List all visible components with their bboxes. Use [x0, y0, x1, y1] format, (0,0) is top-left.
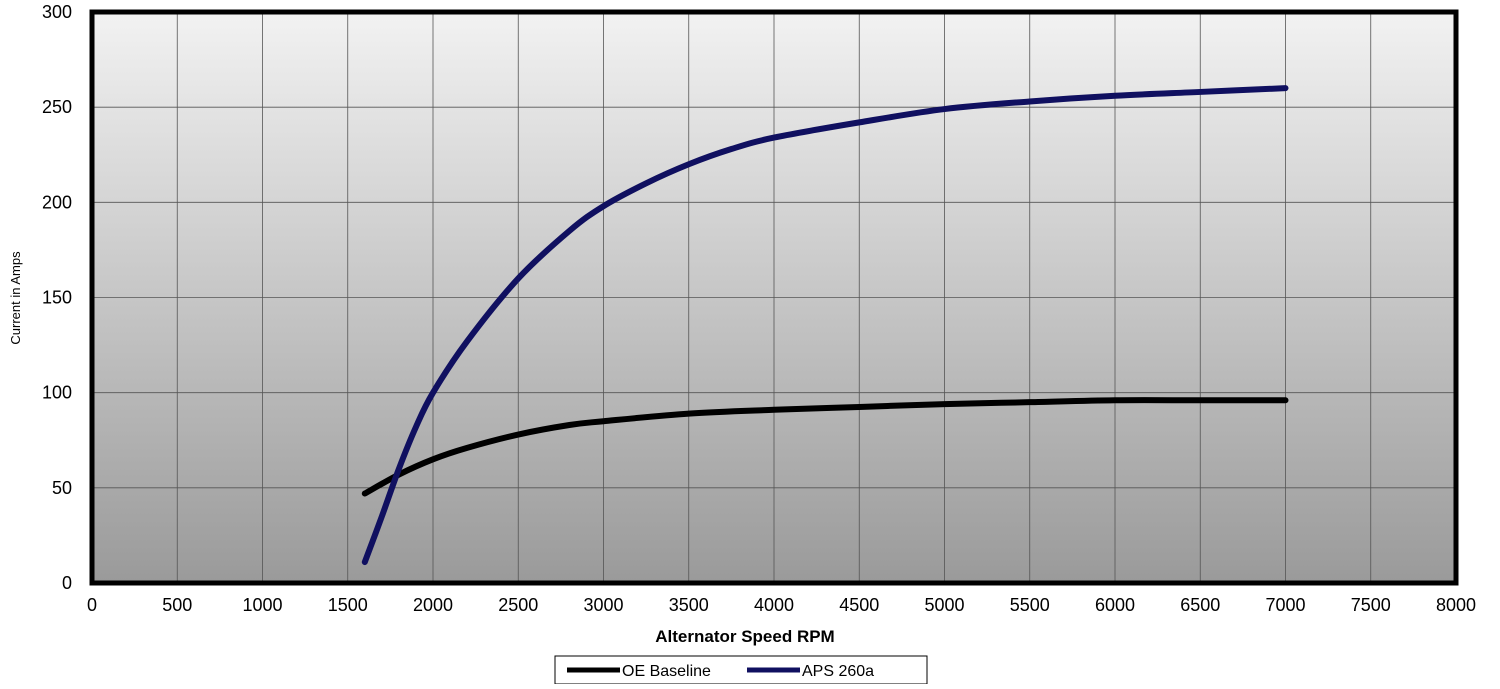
x-tick-label: 3000: [583, 595, 623, 615]
y-tick-label: 100: [42, 383, 72, 403]
x-tick-label: 2500: [498, 595, 538, 615]
legend: OE Baseline APS 260a: [554, 655, 928, 685]
x-tick-label: 6500: [1180, 595, 1220, 615]
x-tick-label: 1000: [242, 595, 282, 615]
y-axis-label: Current in Amps: [8, 251, 23, 345]
x-tick-label: 2000: [413, 595, 453, 615]
x-tick-label: 3500: [669, 595, 709, 615]
x-tick-label: 6000: [1095, 595, 1135, 615]
x-tick-label: 1500: [328, 595, 368, 615]
y-tick-label: 250: [42, 97, 72, 117]
y-tick-label: 300: [42, 2, 72, 22]
y-tick-label: 200: [42, 192, 72, 212]
y-tick-labels: 0 50 100 150 200 250 300: [42, 2, 72, 593]
x-tick-labels: 0 500 1000 1500 2000 2500 3000 3500 4000 4500 5000…: [87, 595, 1476, 615]
x-tick-label: 500: [162, 595, 192, 615]
x-tick-label: 4000: [754, 595, 794, 615]
plot-border: [89, 9, 1459, 586]
x-tick-label: 0: [87, 595, 97, 615]
x-tick-label: 7000: [1265, 595, 1305, 615]
x-tick-label: 5500: [1010, 595, 1050, 615]
series-lines: [361, 85, 1289, 566]
y-tick-label: 50: [52, 478, 72, 498]
y-tick-label: 0: [62, 573, 72, 593]
x-tick-label: 8000: [1436, 595, 1476, 615]
series-line-oe-baseline: [361, 397, 1289, 497]
legend-label-aps-260a: APS 260a: [802, 663, 874, 680]
legend-label-oe-baseline: OE Baseline: [622, 663, 711, 680]
x-tick-label: 5000: [924, 595, 964, 615]
y-tick-label: 150: [42, 288, 72, 308]
x-axis-label: Alternator Speed RPM: [655, 627, 834, 646]
x-tick-label: 4500: [839, 595, 879, 615]
series-line-aps-260a: [361, 85, 1289, 566]
x-tick-label: 7500: [1351, 595, 1391, 615]
